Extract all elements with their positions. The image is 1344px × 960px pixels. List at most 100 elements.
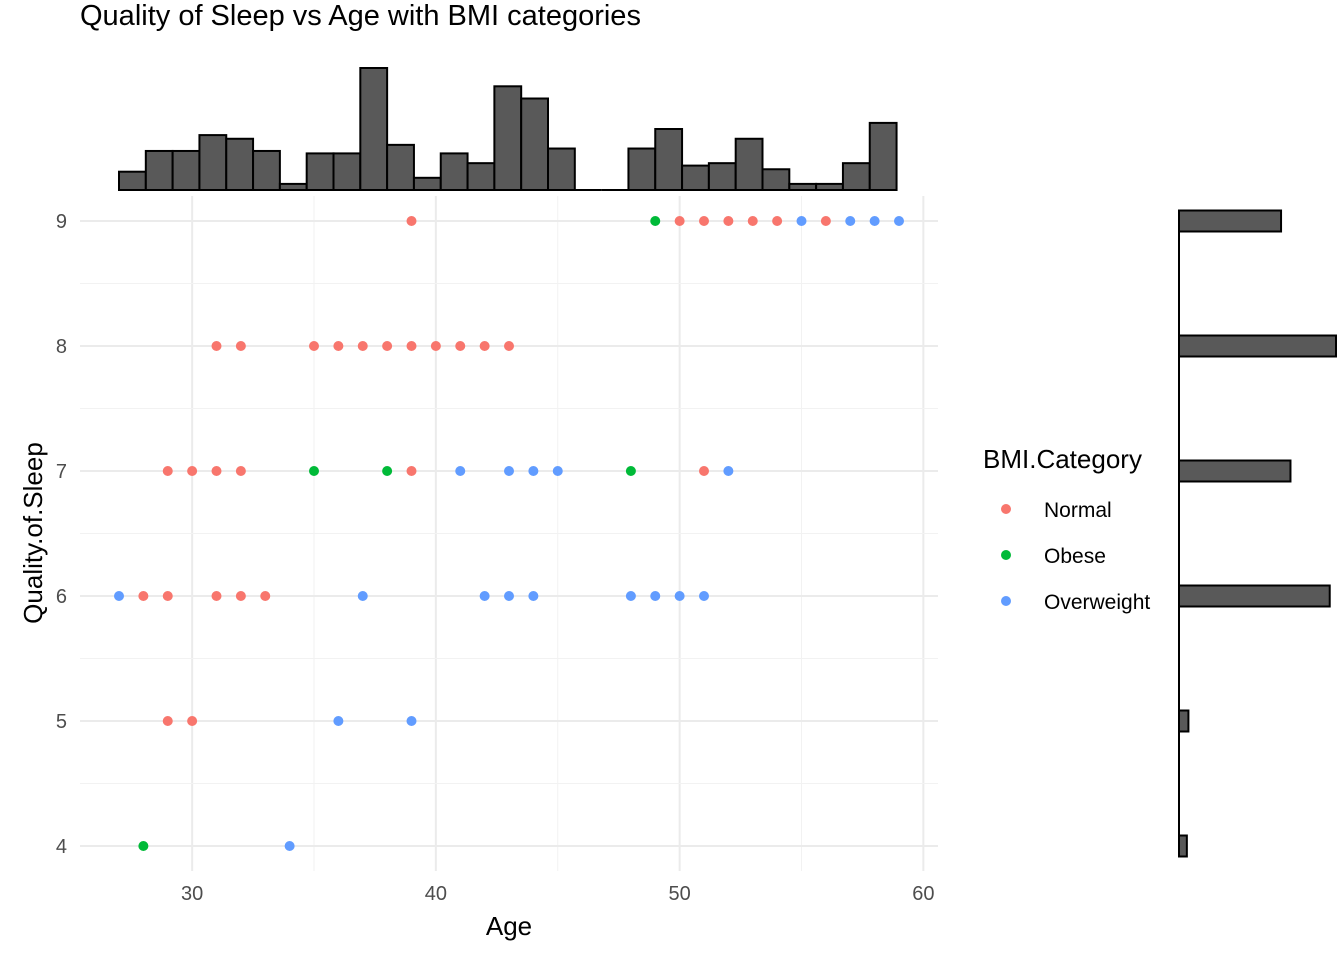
y-tick-label: 6: [56, 586, 67, 608]
y-tick-label: 7: [56, 461, 67, 483]
histogram-bar: [1178, 709, 1190, 733]
histogram-bar: [118, 170, 147, 191]
y-tick-label: 9: [56, 211, 67, 233]
data-point: [235, 341, 246, 351]
data-point: [406, 341, 417, 351]
histogram-bar: [841, 162, 871, 192]
data-point: [114, 591, 124, 601]
data-point: [747, 216, 758, 226]
data-point: [406, 466, 417, 476]
histogram-bar: [332, 152, 362, 191]
data-point: [455, 341, 466, 351]
data-point: [211, 341, 222, 351]
x-tick-label: 60: [912, 883, 934, 905]
legend-swatch: [1001, 596, 1011, 606]
histogram-bar: [547, 147, 576, 192]
plot-grid: [80, 196, 938, 871]
data-point: [455, 466, 466, 476]
data-point: [260, 591, 271, 601]
histogram-bar: [1178, 459, 1292, 483]
histogram-bar: [439, 152, 469, 191]
histogram-bar: [815, 182, 844, 191]
histogram-bar: [681, 164, 710, 192]
x-axis-ticks: 30 40 50 60: [181, 883, 935, 905]
legend-swatch: [1001, 550, 1011, 560]
data-point: [211, 466, 222, 476]
histogram-bar: [278, 182, 308, 191]
x-tick-label: 50: [669, 883, 691, 905]
y-tick-label: 4: [56, 836, 67, 858]
histogram-bar: [1178, 209, 1283, 233]
data-point: [504, 591, 514, 601]
histogram-bar: [412, 176, 442, 192]
data-point: [845, 216, 856, 226]
histogram-bar: [1178, 584, 1331, 608]
histogram-bar: [386, 143, 415, 191]
data-point: [650, 591, 661, 601]
legend-label: Normal: [1044, 499, 1112, 522]
chart-title: Quality of Sleep vs Age with BMI categor…: [80, 0, 641, 32]
data-point: [162, 466, 173, 476]
data-point: [235, 591, 246, 601]
data-point: [211, 591, 222, 601]
data-point: [382, 341, 393, 351]
data-point: [138, 591, 149, 601]
data-point: [894, 216, 904, 226]
histogram-bar: [1178, 334, 1337, 358]
legend-title: BMI.Category: [983, 444, 1142, 474]
data-point: [796, 216, 807, 226]
data-point: [430, 341, 441, 351]
y-axis-ticks: 4 5 6 7 8 9: [56, 211, 67, 858]
histogram-bar: [252, 149, 281, 192]
data-points: [114, 216, 904, 851]
data-point: [162, 591, 173, 601]
data-point: [406, 216, 417, 226]
data-point: [552, 466, 563, 476]
histogram-bar: [627, 147, 657, 192]
data-point: [674, 591, 685, 601]
histogram-bar: [466, 162, 496, 192]
histogram-bar: [493, 85, 523, 191]
data-point: [699, 216, 709, 226]
data-point: [138, 841, 149, 851]
data-point: [382, 466, 393, 476]
y-axis-title: Quality.of.Sleep: [18, 442, 48, 624]
histogram-bar: [198, 134, 228, 192]
data-point: [699, 591, 709, 601]
histogram-bar: [761, 168, 791, 191]
histogram-bar: [868, 121, 898, 191]
data-point: [869, 216, 880, 226]
data-point: [309, 466, 319, 476]
histogram-bar: [359, 67, 389, 191]
data-point: [504, 466, 514, 476]
data-point: [187, 466, 198, 476]
data-point: [528, 591, 539, 601]
legend: BMI.Category Normal Obese Overweight: [983, 444, 1150, 614]
histogram-bar: [520, 97, 549, 191]
data-point: [504, 341, 514, 351]
data-point: [479, 591, 490, 601]
data-point: [723, 466, 734, 476]
data-point: [309, 341, 319, 351]
data-point: [699, 466, 709, 476]
legend-label: Overweight: [1044, 591, 1150, 614]
data-point: [528, 466, 539, 476]
data-point: [650, 216, 661, 226]
data-point: [333, 716, 344, 726]
data-point: [674, 216, 685, 226]
data-point: [162, 716, 173, 726]
data-point: [625, 591, 636, 601]
y-tick-label: 5: [56, 711, 67, 733]
x-tick-label: 30: [181, 883, 203, 905]
data-point: [772, 216, 783, 226]
x-axis-title: Age: [486, 911, 532, 941]
data-point: [357, 591, 368, 601]
histogram-bar: [225, 137, 255, 191]
data-point: [479, 341, 490, 351]
data-point: [235, 466, 246, 476]
x-tick-label: 40: [425, 883, 447, 905]
data-point: [187, 716, 198, 726]
marginal-x-histogram: [118, 67, 898, 192]
y-tick-label: 8: [56, 336, 67, 358]
histogram-bar: [144, 149, 174, 192]
